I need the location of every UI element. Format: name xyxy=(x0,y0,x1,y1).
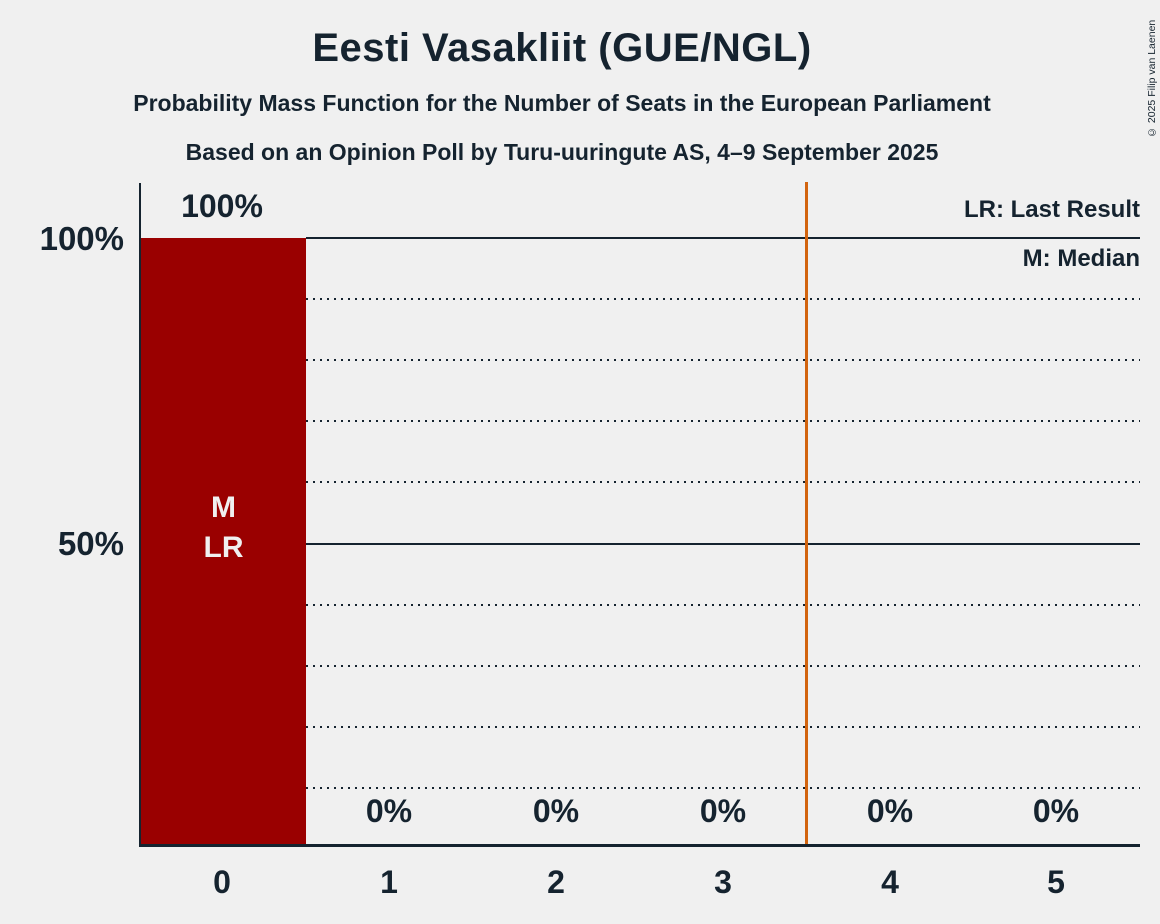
gridline-40pct xyxy=(306,604,1140,606)
chart-title: Eesti Vasakliit (GUE/NGL) xyxy=(312,26,812,70)
y-tick-100: 100% xyxy=(39,220,124,257)
gridline-20pct xyxy=(306,726,1140,728)
x-tick-1: 1 xyxy=(380,864,398,900)
bar-median-lastresult-annotation: M LR xyxy=(141,488,306,568)
value-label-seat-0: 100% xyxy=(181,188,263,224)
x-tick-2: 2 xyxy=(547,864,565,900)
gridline-70pct xyxy=(306,420,1140,422)
gridline-30pct xyxy=(306,665,1140,667)
last-result-marker: LR xyxy=(203,531,244,564)
copyright-notice: © 2025 Filip van Laenen xyxy=(1146,19,1158,138)
reference-line xyxy=(805,182,808,844)
legend: LR: Last Result M: Median xyxy=(964,185,1140,283)
legend-last-result: LR: Last Result xyxy=(963,196,1140,223)
median-marker: M xyxy=(211,491,236,524)
gridline-50pct xyxy=(306,543,1140,545)
y-axis xyxy=(139,183,141,846)
x-tick-5: 5 xyxy=(1047,864,1065,900)
gridline-60pct xyxy=(306,481,1140,483)
gridline-90pct xyxy=(306,298,1140,300)
gridline-80pct xyxy=(306,359,1140,361)
value-label-seat-2: 0% xyxy=(532,793,580,829)
value-label-seat-1: 0% xyxy=(365,793,413,829)
bar-seat-0 xyxy=(141,238,306,844)
gridline-10pct xyxy=(306,787,1140,789)
gridline-100pct xyxy=(306,237,1140,239)
x-tick-3: 3 xyxy=(714,864,732,900)
x-axis xyxy=(139,844,1140,847)
x-tick-4: 4 xyxy=(881,864,899,900)
y-tick-50: 50% xyxy=(57,525,124,562)
chart-subtitle: Probability Mass Function for the Number… xyxy=(133,90,991,116)
value-label-seat-3: 0% xyxy=(699,793,747,829)
value-label-seat-5: 0% xyxy=(1032,793,1080,829)
value-label-seat-4: 0% xyxy=(866,793,914,829)
x-tick-0: 0 xyxy=(213,864,231,900)
chart-poll-source: Based on an Opinion Poll by Turu-uuringu… xyxy=(185,139,939,165)
legend-median: M: Median xyxy=(1022,245,1140,272)
